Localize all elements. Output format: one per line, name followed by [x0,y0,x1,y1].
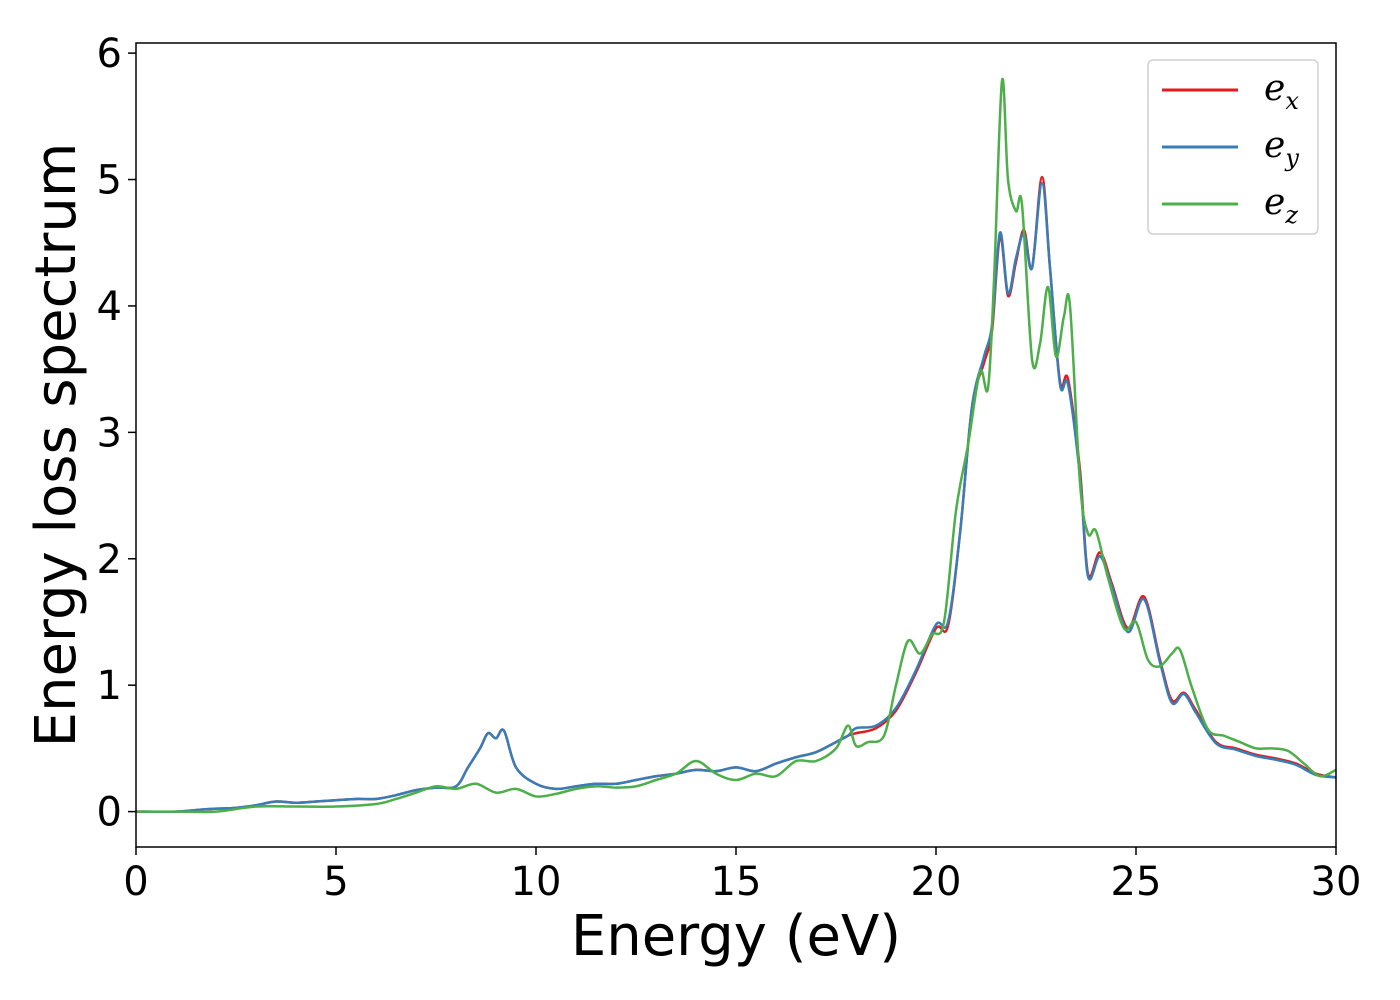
legend-label-ez: ez [1264,182,1298,229]
y-tick-label: 6 [97,31,122,77]
y-tick-label: 2 [97,537,122,583]
y-tick-label: 5 [97,158,122,204]
series-line-ex [136,175,1336,814]
y-tick-label: 0 [97,790,122,836]
x-axis-label: Energy (eV) [571,904,901,969]
x-tick-label: 10 [511,859,562,905]
y-tick-label: 1 [97,663,122,709]
x-tick-label: 25 [1111,859,1162,905]
y-axis-label: Energy loss spectrum [24,143,89,748]
y-tick-label: 3 [97,410,122,456]
series-line-ez [136,77,1336,814]
x-tick-label: 15 [711,859,762,905]
x-axis: 0 5 10 15 20 25 30 [123,847,1361,905]
legend-label-ex: ex [1264,68,1299,115]
legend: ex ey ez [1147,59,1319,235]
series-layer [136,77,1336,814]
y-tick-label: 4 [97,284,122,330]
x-tick-label: 30 [1311,859,1362,905]
series-line-ey [136,182,1336,814]
legend-label-ey: ey [1264,125,1299,172]
x-tick-label: 20 [911,859,962,905]
x-tick-label: 5 [323,859,348,905]
y-axis: 0 1 2 3 4 5 6 [97,31,136,836]
x-tick-label: 0 [123,859,148,905]
